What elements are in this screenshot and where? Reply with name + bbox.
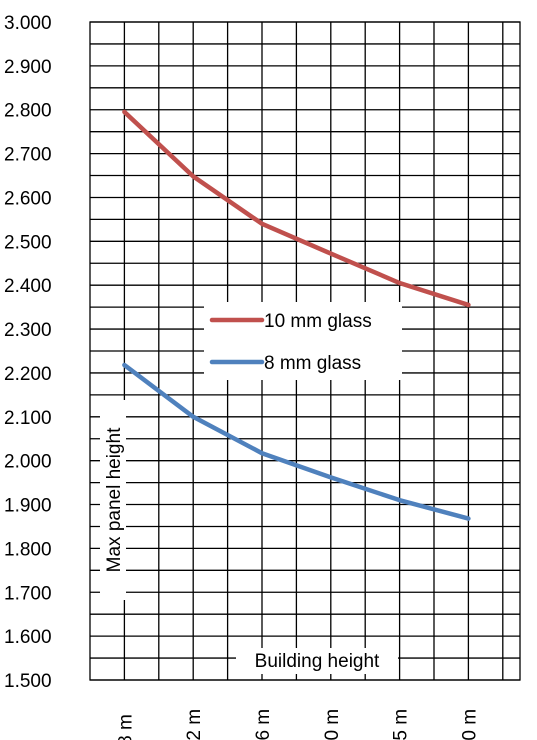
x-tick-label: 12 m <box>184 709 205 740</box>
y-tick-label: 1.600 <box>4 627 52 648</box>
x-tick-label: 20 m <box>322 709 343 740</box>
grid <box>89 21 521 681</box>
y-tick-label: 2.500 <box>4 232 52 253</box>
x-tick-label: 16 m <box>253 709 274 740</box>
y-tick-label: 2.700 <box>4 145 52 166</box>
y-tick-label: 1.800 <box>4 539 52 560</box>
series-line-2 <box>122 362 471 521</box>
series-line-1 <box>122 109 471 308</box>
y-tick-label: 2.900 <box>4 57 52 78</box>
series-group <box>122 109 471 521</box>
y-axis-title: Max panel height <box>104 427 125 572</box>
y-tick-label: 2.600 <box>4 188 52 209</box>
x-tick-label: 8 m <box>115 714 136 740</box>
y-tick-label: 2.800 <box>4 101 52 122</box>
plot-area-border <box>89 21 521 681</box>
y-tick-label: 2.400 <box>4 276 52 297</box>
x-axis-title: Building height <box>255 651 380 672</box>
y-tick-label: 1.700 <box>4 583 52 604</box>
y-tick-label: 3.000 <box>4 13 52 34</box>
axis-titles: Building height Max panel height <box>100 400 398 674</box>
x-axis-title-background <box>236 648 398 674</box>
y-tick-label: 1.900 <box>4 496 52 517</box>
legend: 10 mm glass 8 mm glass <box>204 302 402 380</box>
y-tick-label: 2.100 <box>4 408 52 429</box>
y-tick-label: 2.000 <box>4 452 52 473</box>
x-tick-label: 30 m <box>459 709 480 740</box>
x-tick-label: 25 m <box>391 709 412 740</box>
y-axis-title-background <box>100 400 126 600</box>
legend-label: 8 mm glass <box>264 353 361 374</box>
x-axis-ticks: 8 m 12 m 16 m 20 m 25 m 30 m <box>115 709 480 740</box>
y-tick-label: 1.500 <box>4 671 52 692</box>
y-axis-ticks: 1.500 1.600 1.700 1.800 1.900 2.000 2.100 2.200… <box>4 13 52 692</box>
y-tick-label: 2.300 <box>4 320 52 341</box>
legend-background <box>204 302 402 380</box>
y-tick-label: 2.200 <box>4 364 52 385</box>
legend-label: 10 mm glass <box>264 311 372 332</box>
